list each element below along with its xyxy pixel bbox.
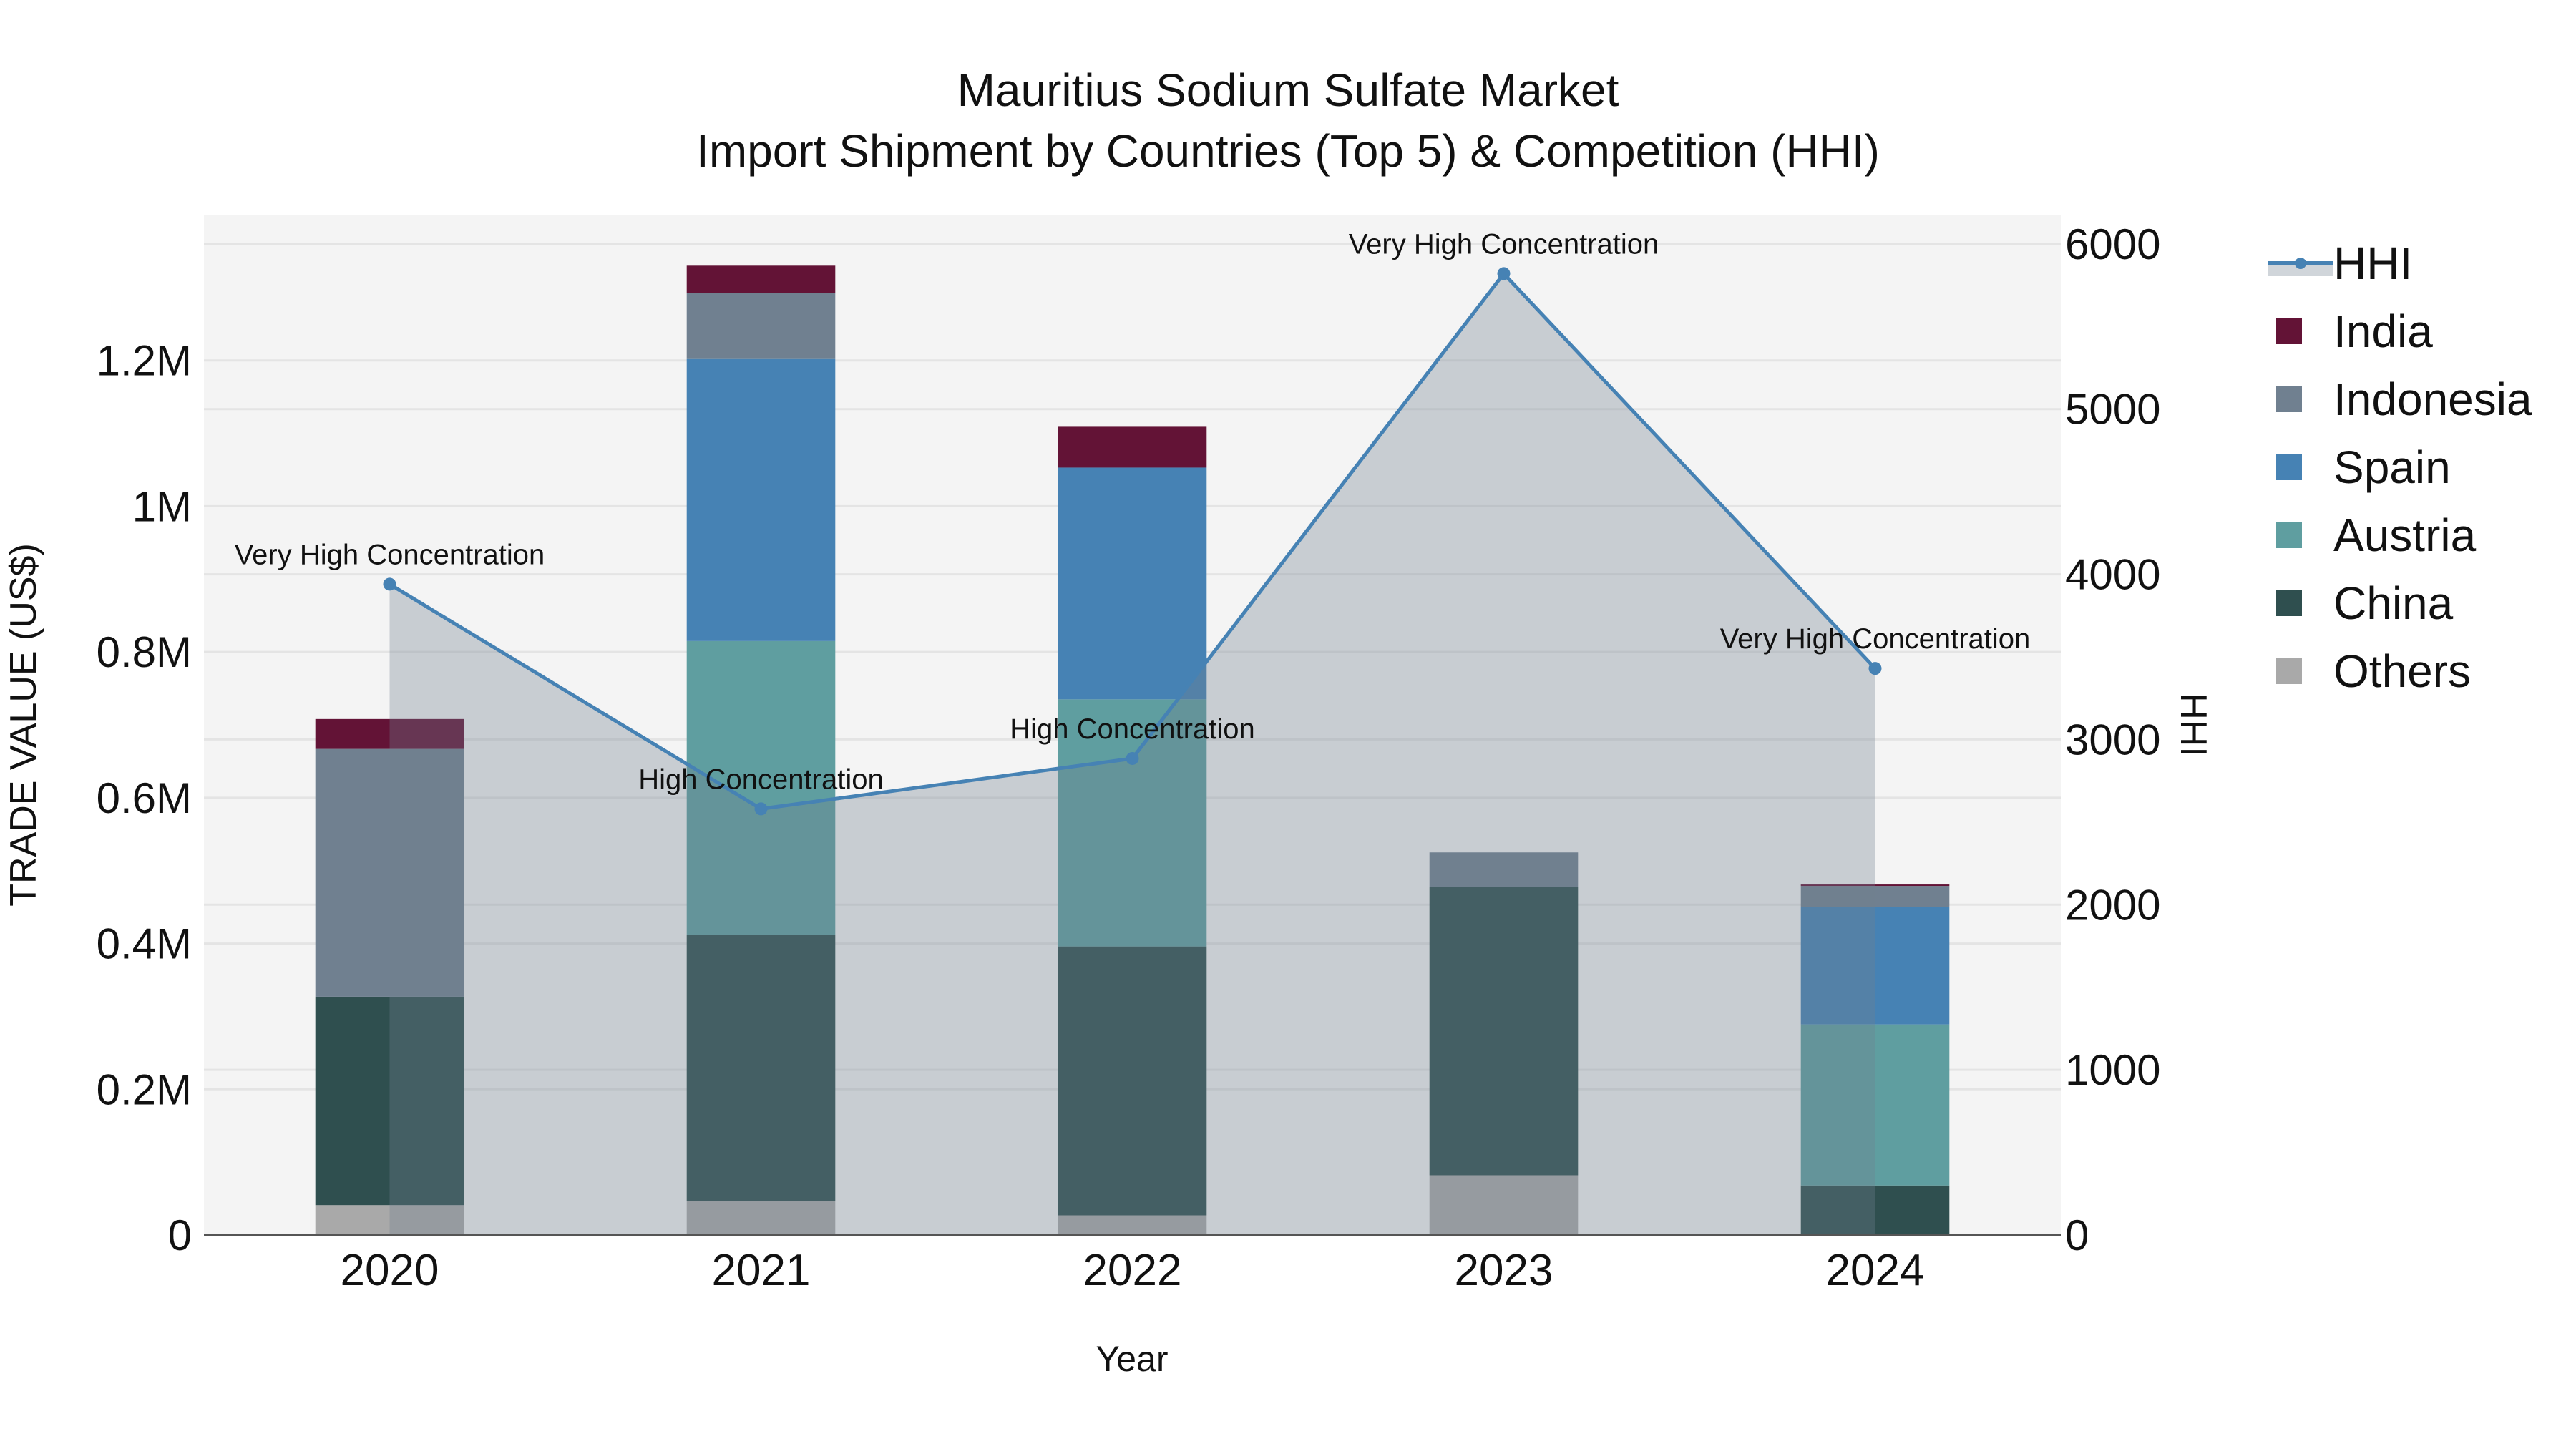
annotation-label: Very High Concentration [1349, 228, 1659, 260]
bar-indonesia-2024 [1800, 886, 1950, 907]
hhi-area-fill [389, 273, 1875, 1235]
legend-swatch-icon [2276, 522, 2302, 548]
hhi-marker-2024 [1868, 662, 1882, 675]
x-tick-label-2020: 2020 [341, 1246, 439, 1295]
hhi-marker-2023 [1497, 267, 1511, 280]
y-left-tick-label: 0.2M [97, 1065, 192, 1113]
y-left-tick-label: 0.6M [97, 774, 192, 822]
y-axis-left-title: TRADE VALUE (US$) [3, 543, 44, 907]
bar-series [315, 265, 1950, 1235]
y-left-tick-label: 0 [168, 1211, 192, 1259]
annotation-label: High Concentration [638, 763, 883, 795]
bar-china-2024 [1800, 1185, 1950, 1235]
bar-china-2020 [315, 996, 464, 1206]
hhi-marker-2020 [383, 577, 396, 591]
bar-others-2020 [315, 1205, 464, 1235]
legend-label: India [2333, 305, 2433, 357]
bar-others-2023 [1429, 1175, 1579, 1235]
hhi-area [389, 273, 1875, 1235]
legend-label: Others [2333, 645, 2472, 697]
chart-title: Mauritius Sodium Sulfate Market [957, 64, 1619, 116]
y-right-tick-label: 1000 [2065, 1046, 2160, 1094]
x-axis-ticks: 2020 2021 2022 2023 2024 [341, 1246, 1925, 1295]
y-left-tick-label: 0.8M [97, 628, 192, 676]
y-axis-right-title: HHI [2172, 693, 2214, 757]
hhi-line-series [383, 267, 1882, 816]
legend-label: Spain [2333, 441, 2451, 493]
hhi-marker-2021 [754, 802, 768, 816]
x-tick-label-2021: 2021 [712, 1246, 811, 1295]
legend-label: China [2333, 577, 2454, 629]
bar-austria-2024 [1800, 1024, 1950, 1186]
bar-spain-2022 [1058, 467, 1207, 700]
bar-indonesia-2023 [1429, 852, 1579, 887]
bar-indonesia-2021 [686, 293, 836, 359]
bar-india-2020 [315, 718, 464, 749]
bar-china-2021 [686, 935, 836, 1201]
annotation-label: High Concentration [1010, 713, 1254, 745]
chart-subtitle: Import Shipment by Countries (Top 5) & C… [696, 125, 1880, 177]
bar-indonesia-2020 [315, 748, 464, 997]
y-left-tick-label: 1.2M [97, 337, 192, 385]
x-tick-label-2023: 2023 [1455, 1246, 1553, 1295]
x-axis-title: Year [1096, 1339, 1168, 1379]
bar-china-2022 [1058, 946, 1207, 1216]
bar-austria-2022 [1058, 699, 1207, 947]
legend-swatch-icon [2276, 454, 2302, 480]
legend-swatch-icon [2276, 590, 2302, 616]
legend-swatch-icon [2276, 318, 2302, 344]
y-axis-right-ticks: 0 1000 2000 3000 4000 5000 6000 [2065, 220, 2160, 1259]
y-right-tick-label: 4000 [2065, 551, 2160, 599]
legend-swatch-icon [2276, 658, 2302, 684]
bar-india-2022 [1058, 426, 1207, 468]
y-right-tick-label: 5000 [2065, 386, 2160, 434]
bar-others-2021 [686, 1201, 836, 1235]
annotation-label: Very High Concentration [1720, 623, 2031, 655]
bar-spain-2024 [1800, 907, 1950, 1025]
y-right-tick-label: 6000 [2065, 220, 2160, 268]
annotation-label: Very High Concentration [235, 539, 545, 570]
bar-india-2021 [686, 265, 836, 294]
y-left-tick-label: 1M [132, 482, 192, 530]
bar-china-2023 [1429, 887, 1579, 1176]
y-left-tick-label: 0.4M [97, 920, 192, 968]
hhi-legend-line-icon [2268, 258, 2333, 276]
legend-label: Indonesia [2333, 373, 2532, 425]
x-tick-label-2022: 2022 [1083, 1246, 1182, 1295]
y-right-tick-label: 3000 [2065, 716, 2160, 763]
annotations: Very High Concentration High Concentratio… [235, 228, 2031, 795]
x-tick-label-2024: 2024 [1826, 1246, 1925, 1295]
bar-spain-2021 [686, 358, 836, 641]
bar-india-2024 [1800, 884, 1950, 887]
legend-swatch-icon [2276, 386, 2302, 412]
hhi-marker-2022 [1126, 751, 1139, 765]
bar-others-2022 [1058, 1215, 1207, 1235]
y-right-tick-label: 0 [2065, 1211, 2089, 1259]
bar-austria-2021 [686, 640, 836, 935]
y-axis-left-ticks: 0 0.2M 0.4M 0.6M 0.8M 1M 1.2M [97, 337, 192, 1259]
legend-label: Austria [2333, 509, 2477, 561]
legend-label: HHI [2333, 237, 2413, 289]
y-right-tick-label: 2000 [2065, 881, 2160, 929]
